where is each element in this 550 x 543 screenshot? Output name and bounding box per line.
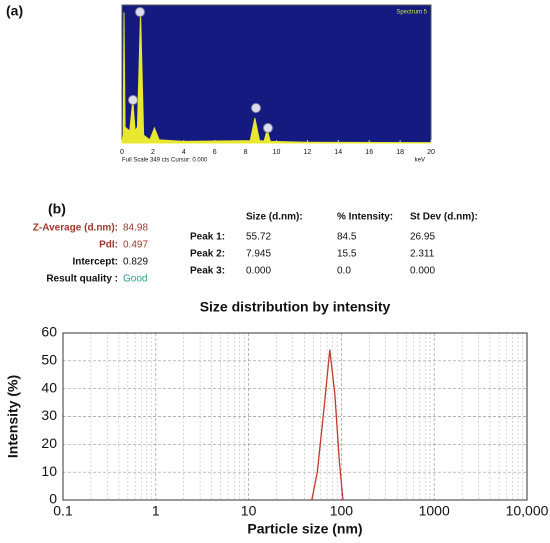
y-tick-label: 20 (41, 435, 57, 451)
summary-label: PdI: (99, 240, 118, 251)
x-tick-label: 100 (330, 503, 354, 519)
x-tick-label: 0 (120, 149, 124, 156)
x-axis-label: Particle size (nm) (247, 521, 362, 537)
summary-label: Z-Average (d.nm): (33, 223, 118, 234)
x-tick-label: 20 (427, 149, 435, 156)
table-cell: 84.5 (337, 232, 357, 243)
peak-marker (251, 103, 261, 113)
y-tick-label: 30 (41, 407, 57, 423)
table-cell: 15.5 (337, 249, 357, 260)
x-tick-label: 14 (334, 149, 342, 156)
summary-label: Intercept: (72, 257, 118, 268)
x-tick-label: 0.1 (53, 503, 73, 519)
table-cell: 26.95 (410, 232, 435, 243)
x-tick-label: 10 (273, 149, 281, 156)
y-tick-label: 10 (41, 463, 57, 479)
table-header: % Intensity: (337, 212, 393, 223)
x-tick-label: 10,000 (506, 503, 549, 519)
y-axis-label: Intensity (%) (5, 375, 21, 458)
spectrum (121, 12, 432, 144)
table-cell: 2.311 (410, 249, 435, 260)
peak-marker (135, 7, 145, 17)
table-cell: 7.945 (246, 249, 271, 260)
y-tick-label: 50 (41, 352, 57, 368)
x-tick-label: 6 (213, 149, 217, 156)
x-tick-label: 8 (244, 149, 248, 156)
chart-title: Size distribution by intensity (200, 299, 391, 315)
table-cell: 55.72 (246, 232, 271, 243)
x-tick-label: 1 (152, 503, 160, 519)
plot-frame (62, 332, 528, 501)
x-axis-label: keV (415, 158, 425, 164)
y-tick-label: 0 (49, 491, 57, 507)
x-tick-label: 1000 (419, 503, 450, 519)
x-tick-label: 10 (241, 503, 257, 519)
x-tick-label: 18 (396, 149, 404, 156)
table-cell: 0.000 (246, 266, 271, 277)
panel-label: (b) (48, 201, 66, 217)
peak-marker (128, 95, 138, 105)
footer: Full Scale 349 cts Cursor: 0.000 (122, 158, 208, 164)
y-tick-label: 60 (41, 324, 57, 340)
x-tick-label: 2 (151, 149, 155, 156)
summary-value: 0.829 (123, 257, 148, 268)
summary-label: Result quality : (46, 274, 118, 285)
y-tick-label: 40 (41, 379, 57, 395)
summary-value: 0.497 (123, 240, 148, 251)
summary-value: 84.98 (123, 223, 148, 234)
table-cell: 0.000 (410, 266, 435, 277)
table-cell: Peak 1: (190, 232, 225, 243)
plot-background (121, 4, 432, 144)
table-cell: Peak 2: (190, 249, 225, 260)
legend: Spectrum 5 (396, 10, 427, 16)
table-cell: Peak 3: (190, 266, 225, 277)
table-cell: 0.0 (337, 266, 351, 277)
table-header: St Dev (d.nm): (410, 212, 478, 223)
x-tick-label: 12 (304, 149, 312, 156)
table-header: Size (d.nm): (246, 212, 303, 223)
summary-value: Good (123, 274, 147, 285)
distribution-line (311, 349, 344, 501)
peak-marker (263, 123, 273, 133)
x-tick-label: 4 (182, 149, 186, 156)
x-tick-label: 16 (365, 149, 373, 156)
panel-label: (a) (6, 3, 23, 19)
